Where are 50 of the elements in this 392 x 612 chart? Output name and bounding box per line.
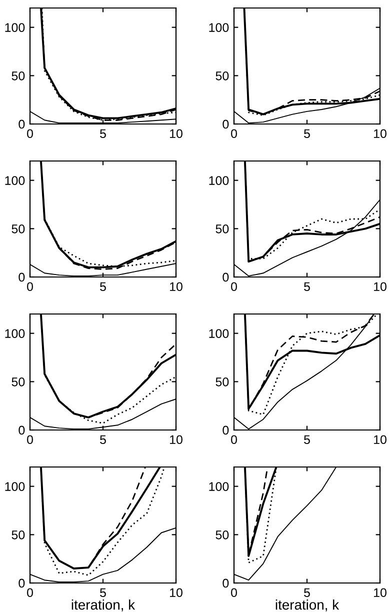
y-tick-label: 50 [12, 377, 25, 386]
y-tick-label: 50 [12, 530, 25, 540]
x-tick-label: 5 [304, 588, 310, 598]
y-tick-label: 100 [209, 482, 229, 491]
x-tick-label: 5 [100, 282, 106, 292]
x-tick-label: 5 [304, 282, 310, 292]
y-tick-label: 100 [209, 329, 229, 338]
x-tick-label: 5 [100, 588, 106, 598]
y-tick-label: 100 [5, 329, 25, 338]
y-tick-label: 0 [18, 426, 25, 435]
y-tick-label: 50 [12, 224, 25, 234]
x-tick-label: 0 [27, 588, 33, 598]
y-tick-label: 50 [216, 530, 229, 540]
y-tick-label: 0 [222, 426, 229, 435]
x-tick-label: 0 [27, 282, 33, 292]
y-tick-label: 50 [12, 71, 25, 80]
x-tick-label: 10 [170, 588, 182, 598]
x-tick-label: 10 [170, 435, 182, 444]
y-tick-label: 0 [18, 120, 25, 129]
x-tick-label: 5 [100, 435, 106, 444]
x-axis-title: iteration, k [72, 600, 136, 612]
y-tick-label: 50 [216, 224, 229, 234]
y-tick-label: 0 [222, 578, 229, 588]
y-tick-label: 100 [5, 176, 25, 185]
x-tick-label: 0 [231, 282, 237, 292]
x-tick-label: 0 [27, 435, 33, 444]
x-axis-title: iteration, k [276, 600, 340, 612]
y-tick-label: 100 [5, 23, 25, 32]
x-tick-label: 5 [304, 129, 310, 138]
x-tick-label: 0 [231, 588, 237, 598]
y-tick-label: 50 [216, 71, 229, 80]
y-tick-label: 100 [209, 176, 229, 185]
x-tick-label: 0 [231, 129, 237, 138]
y-tick-label: 0 [18, 272, 25, 282]
x-tick-label: 5 [304, 435, 310, 444]
x-tick-label: 0 [231, 435, 237, 444]
y-tick-label: 0 [222, 120, 229, 129]
x-tick-label: 10 [170, 282, 182, 292]
x-tick-label: 10 [374, 588, 386, 598]
y-tick-label: 0 [18, 578, 25, 588]
x-tick-label: 10 [374, 282, 386, 292]
x-tick-label: 0 [27, 129, 33, 138]
y-tick-label: 100 [209, 23, 229, 32]
y-tick-label: 100 [5, 482, 25, 491]
y-tick-label: 50 [216, 377, 229, 386]
y-tick-label: 0 [222, 272, 229, 282]
x-tick-label: 5 [100, 129, 106, 138]
x-tick-label: 10 [374, 435, 386, 444]
x-tick-label: 10 [170, 129, 182, 138]
x-tick-label: 10 [374, 129, 386, 138]
